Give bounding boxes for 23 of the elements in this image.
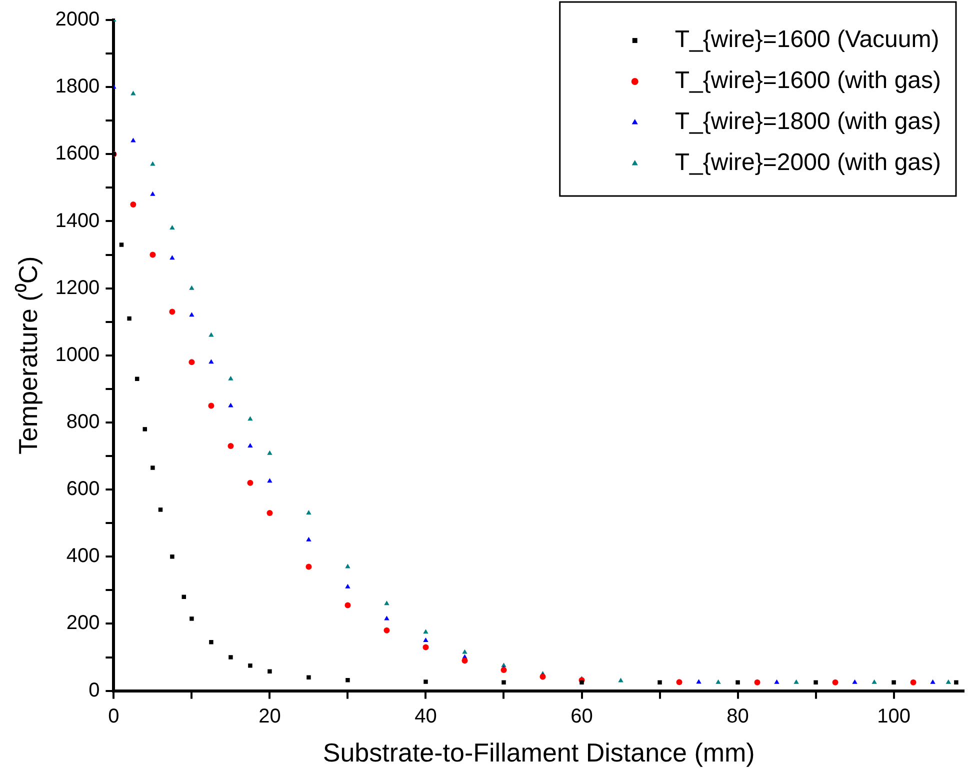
legend-label: T_{wire}=2000 (with gas) (674, 149, 942, 176)
y-tick-label: 1800 (55, 76, 100, 98)
y-tick-label: 600 (66, 478, 100, 500)
legend-label: T_{wire}=1600 (with gas) (674, 67, 942, 94)
y-tick-label: 400 (66, 545, 100, 568)
x-axis-title: Substrate-to-Fillament Distance (mm) (322, 738, 755, 768)
y-tick-label: 1600 (55, 142, 100, 165)
y-tick-label: 1200 (55, 276, 100, 299)
y-tick-label: 1000 (55, 344, 100, 366)
y-tick-label: 800 (66, 410, 100, 433)
y-tick-label: 0 (88, 679, 100, 702)
x-tick-label: 80 (726, 705, 749, 728)
y-tick-label: 1400 (55, 210, 100, 232)
x-tick-label: 60 (570, 705, 593, 728)
legend-label: T_{wire}=1600 (Vacuum) (674, 26, 940, 54)
y-tick-label: 2000 (55, 8, 100, 31)
y-tick-label: 200 (66, 612, 100, 634)
legend-label: T_{wire}=1800 (with gas) (674, 108, 942, 136)
x-tick-label: 0 (108, 705, 120, 728)
x-tick-label: 20 (258, 705, 281, 728)
x-tick-label: 40 (414, 705, 437, 728)
y-axis-title: Temperature (⁰C) (12, 256, 43, 455)
x-tick-label: 100 (877, 705, 910, 728)
